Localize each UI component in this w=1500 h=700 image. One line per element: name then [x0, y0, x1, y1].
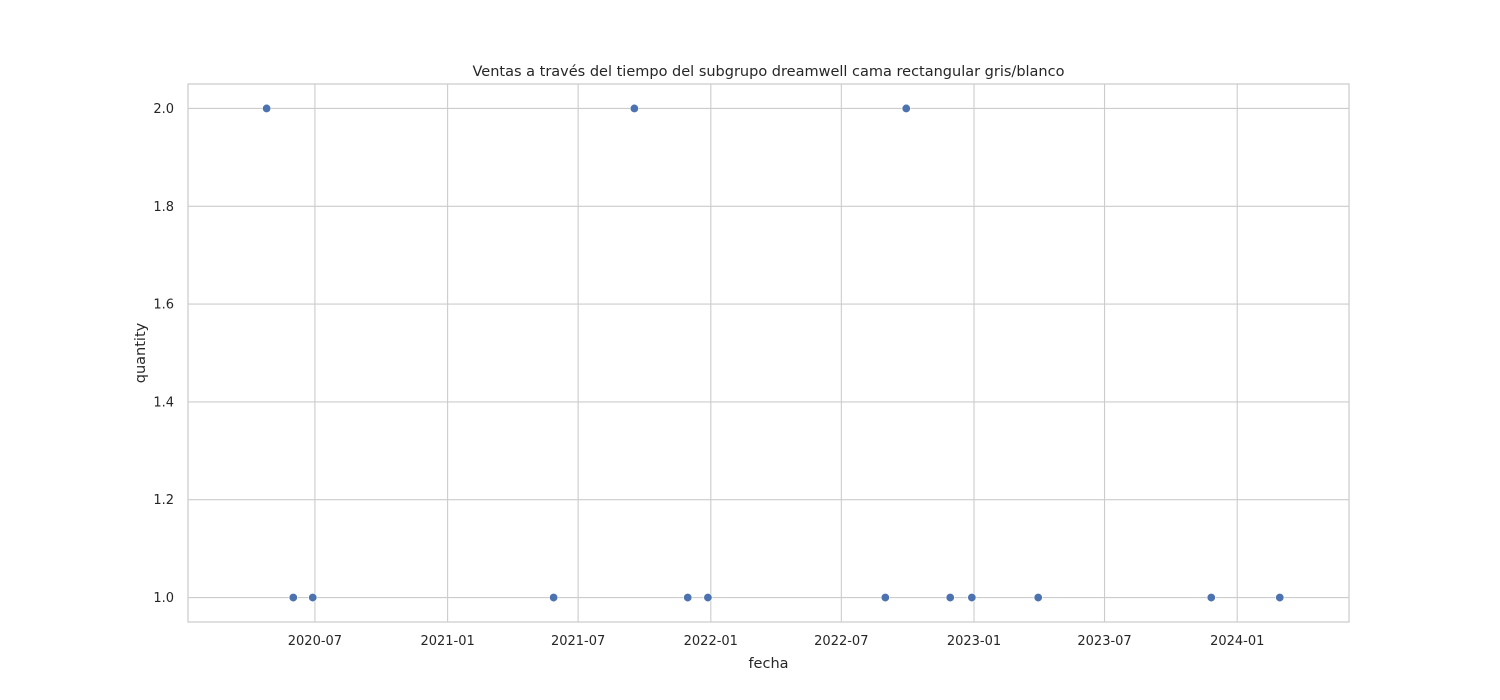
- data-point: [945, 593, 955, 603]
- x-tick-label: 2021-01: [420, 634, 474, 649]
- y-tick-label: 1.4: [153, 395, 174, 410]
- data-point: [1033, 593, 1043, 603]
- data-point: [703, 593, 713, 603]
- y-tick-label: 1.6: [153, 298, 174, 313]
- data-points: [262, 103, 1285, 603]
- x-tick-label: 2022-01: [684, 634, 738, 649]
- data-point: [262, 103, 272, 113]
- data-point: [880, 593, 890, 603]
- x-tick-label: 2024-01: [1210, 634, 1264, 649]
- data-point: [629, 103, 639, 113]
- y-axis-label: quantity: [133, 322, 149, 383]
- y-axis-ticks: 1.0 1.2 1.4 1.6 1.8 2.0: [153, 102, 174, 606]
- x-tick-label: 2023-01: [947, 634, 1001, 649]
- x-tick-label: 2022-07: [814, 634, 868, 649]
- grid: [188, 84, 1349, 622]
- y-tick-label: 1.8: [153, 200, 174, 215]
- x-axis-ticks: 2020-07 2021-01 2021-07 2022-01 2022-07 2023-…: [288, 634, 1265, 649]
- x-tick-label: 2020-07: [288, 634, 342, 649]
- x-tick-label: 2021-07: [551, 634, 605, 649]
- chart-title: Ventas a través del tiempo del subgrupo …: [473, 64, 1065, 80]
- data-point: [288, 593, 298, 603]
- x-axis-label: fecha: [748, 656, 788, 672]
- data-point: [308, 593, 318, 603]
- x-tick-label: 2023-07: [1077, 634, 1131, 649]
- plot-frame: [187, 83, 1350, 623]
- y-tick-label: 1.0: [153, 591, 174, 606]
- data-point: [549, 593, 559, 603]
- data-point: [967, 593, 977, 603]
- y-tick-label: 1.2: [153, 493, 174, 508]
- y-tick-label: 2.0: [153, 102, 174, 117]
- data-point: [1206, 593, 1216, 603]
- data-point: [1275, 593, 1285, 603]
- data-point: [901, 103, 911, 113]
- data-point: [683, 593, 693, 603]
